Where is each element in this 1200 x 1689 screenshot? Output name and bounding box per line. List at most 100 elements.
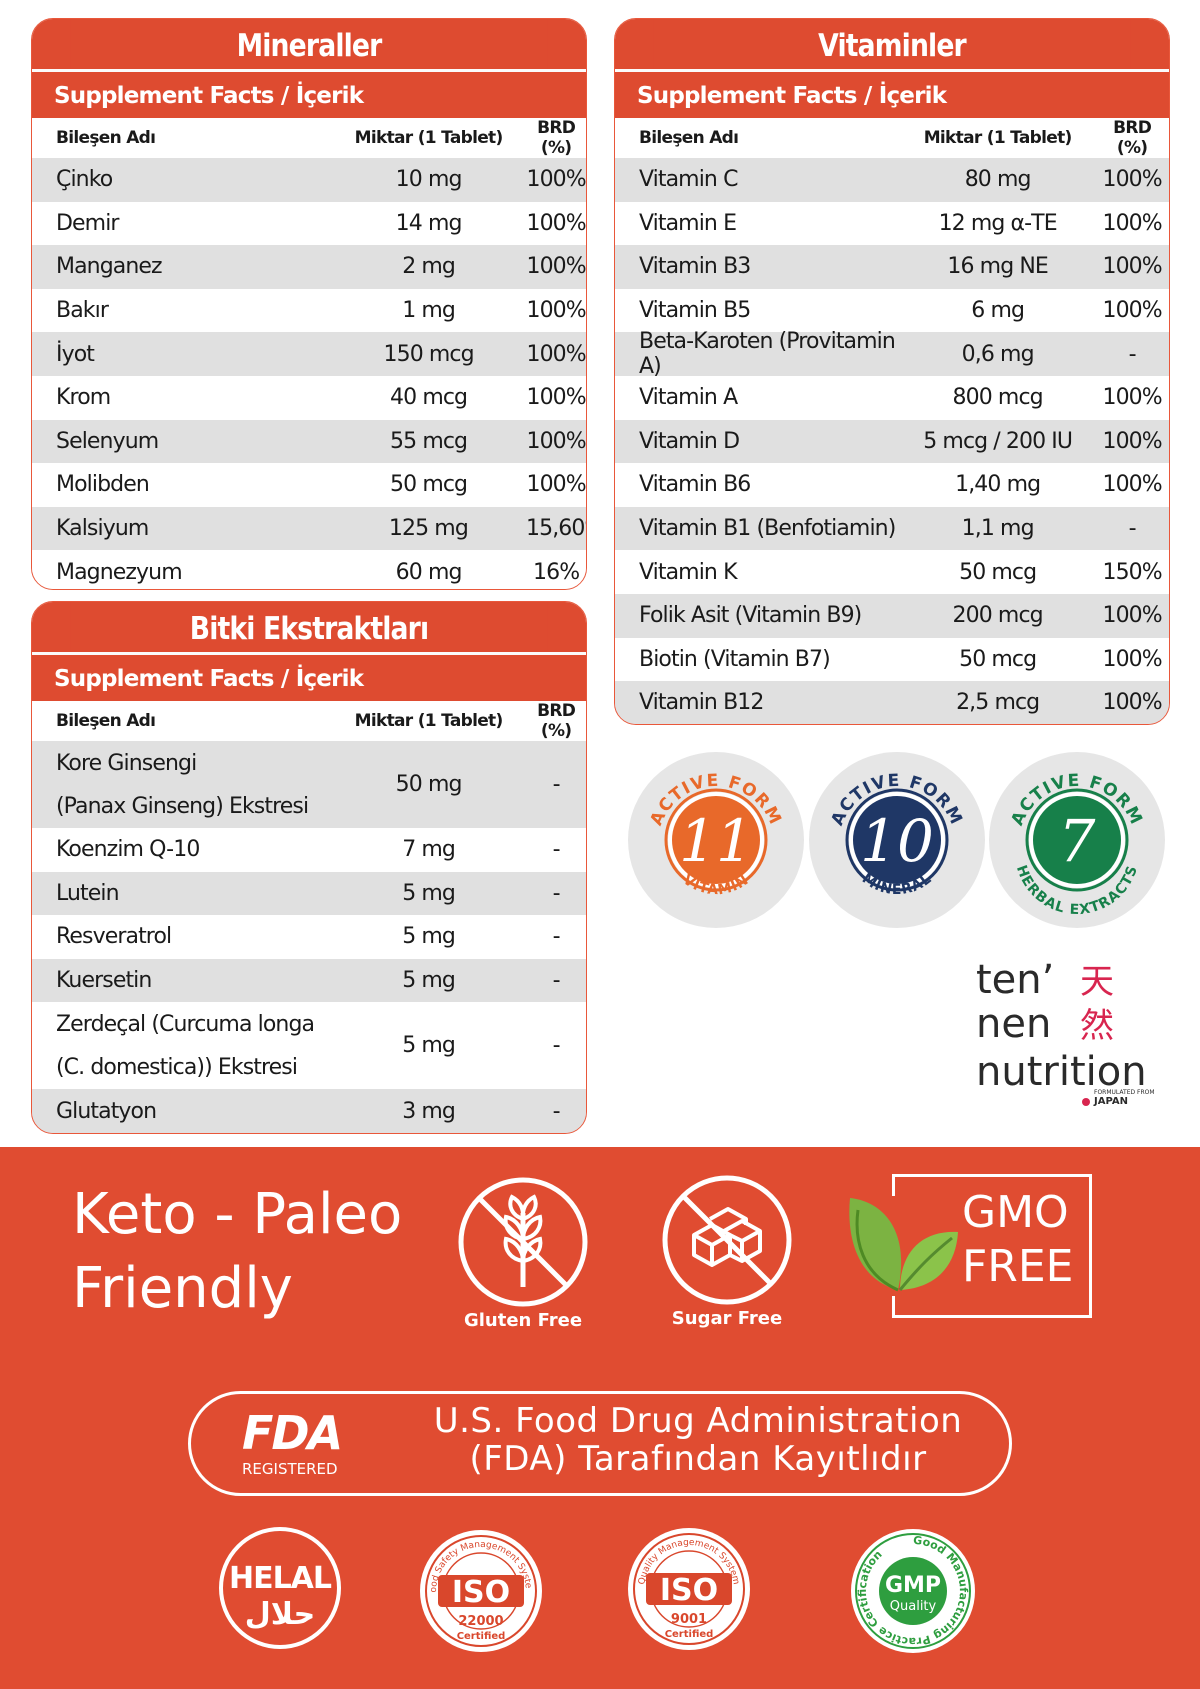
divider: [32, 69, 586, 72]
ingredient-amount: 55 mcg: [390, 428, 468, 454]
ingredient-amount: 80 mg: [964, 167, 1032, 193]
iso1-certified: Certified: [457, 1631, 506, 1642]
ingredient-name: Biotin (Vitamin B7): [639, 646, 831, 672]
gmo-frame-tick: [892, 1174, 895, 1196]
header-brd: BRD (%): [1113, 118, 1152, 158]
gmo-free-text: GMO FREE: [962, 1186, 1073, 1294]
ingredient-brd: 15,60%: [526, 516, 586, 542]
ingredient-brd: 100%: [1102, 603, 1162, 629]
ingredient-name: Kuersetin: [32, 968, 331, 993]
brand-line1: ten’: [976, 957, 1055, 1003]
ingredient-name: Magnezyum: [56, 559, 183, 585]
ingredient-amount: 6 mg: [971, 298, 1025, 324]
gluten-free-label: Gluten Free: [463, 1310, 583, 1331]
ingredient-name: Vitamin K: [639, 559, 737, 585]
ingredient-name: Vitamin B12: [639, 690, 764, 716]
sugar-free-icon: [662, 1175, 792, 1305]
ingredient-amount: 50 mg: [395, 772, 463, 797]
ingredient-amount: 50 mcg: [390, 472, 468, 498]
ingredient-name: Vitamin B1 (Benfotiamin): [639, 516, 896, 542]
ingredient-amount: 12 mg α-TE: [938, 210, 1058, 236]
ingredient-name: Vitamin A: [639, 385, 738, 411]
herbal-title: Bitki Ekstraktları: [70, 602, 548, 652]
ingredient-brd: 100%: [526, 298, 586, 324]
ingredient-brd: 100%: [1102, 167, 1162, 193]
japan-dot-icon: [1082, 1098, 1090, 1106]
fda-registration-pill: [188, 1391, 1012, 1496]
ingredient-name-line2: (Panax Ginseng) Ekstresi: [56, 793, 309, 819]
table-row: Manganez 2 mg 100%: [32, 245, 586, 289]
supplement-facts-label: Supplement Facts / İçerik: [32, 72, 586, 118]
gluten-free-icon: [458, 1177, 588, 1307]
ingredient-name: Folik Asit (Vitamin B9): [639, 603, 862, 629]
ingredient-brd: 100%: [1102, 298, 1162, 324]
ingredient-name: Kalsiyum: [56, 516, 149, 542]
ingredient-name: Vitamin B3: [639, 254, 751, 280]
brand-line3: nutrition: [976, 1049, 1147, 1095]
ingredient-brd: 100%: [526, 254, 586, 280]
table-row: Kalsiyum 125 mg 15,60%: [32, 506, 586, 551]
ingredient-name-line1: Koenzim Q-10: [56, 837, 200, 863]
ingredient-brd: 16%: [533, 559, 580, 585]
table-row: Kore Ginsengi (Panax Ginseng) Ekstresi 50 …: [32, 741, 586, 828]
badge-number: 11: [679, 807, 753, 875]
table-row: Koenzim Q-10 7 mg -: [32, 828, 586, 872]
vitamins-panel: Vitaminler Supplement Facts / İçerik Bil…: [614, 18, 1170, 725]
table-row: Vitamin B1 (Benfotiamin) 1,1 mg -: [615, 506, 1169, 551]
badge-number: 7: [1059, 807, 1096, 875]
ingredient-name: Lutein: [32, 881, 331, 906]
gmp-quality-label: Quality: [890, 1599, 937, 1614]
ingredient-brd: -: [552, 837, 561, 863]
ingredient-brd: -: [552, 880, 561, 906]
ingredient-brd: 100%: [1102, 472, 1162, 498]
ingredient-name: Krom: [56, 385, 111, 411]
ingredient-amount: 200 mcg: [952, 603, 1044, 629]
helal-certification-icon: HELAL حلال: [219, 1527, 341, 1649]
table-row: Biotin (Vitamin B7) 50 mcg 100%: [615, 637, 1169, 682]
table-row: Selenyum 55 mcg 100%: [32, 419, 586, 464]
table-row: Vitamin B12 2,5 mcg 100%: [615, 681, 1169, 724]
ingredient-name: Bakır: [56, 298, 109, 324]
divider: [615, 69, 1169, 72]
table-row: Molibden 50 mcg 100%: [32, 463, 586, 507]
ingredient-amount: 50 mcg: [959, 646, 1037, 672]
ingredient-name: Kore Ginsengi (Panax Ginseng) Ekstresi: [32, 742, 331, 828]
ingredient-amount: 1,40 mg: [955, 472, 1041, 498]
table-row: Çinko 10 mg 100%: [32, 158, 586, 202]
gmo-frame-tick: [892, 1296, 895, 1318]
table-row: Vitamin B3 16 mg NE 100%: [615, 245, 1169, 289]
ingredient-name-line1: Kuersetin: [56, 968, 152, 994]
gmo-line1: GMO: [962, 1187, 1069, 1238]
ingredient-name-line1: Glutatyon: [56, 1098, 157, 1124]
iso2-label: ISO: [660, 1573, 718, 1608]
ingredient-amount: 40 mcg: [390, 385, 468, 411]
ingredient-amount: 2 mg: [402, 254, 456, 280]
table-row: Folik Asit (Vitamin B9) 200 mcg 100%: [615, 593, 1169, 638]
divider: [32, 652, 586, 655]
ingredient-name: Glutatyon: [32, 1099, 331, 1124]
fda-line1: U.S. Food Drug Administration: [433, 1401, 963, 1441]
ingredient-amount: 5 mg: [402, 880, 456, 906]
ingredient-name: Beta-Karoten (Provitamin A): [639, 329, 896, 380]
table-row: Demir 14 mg 100%: [32, 201, 586, 246]
ingredient-name: Vitamin B5: [639, 298, 751, 324]
table-row: Glutatyon 3 mg -: [32, 1089, 586, 1133]
fda-statement: U.S. Food Drug Administration (FDA) Tara…: [418, 1402, 978, 1478]
table-row: Beta-Karoten (Provitamin A) 0,6 mg -: [615, 329, 1169, 380]
ingredient-name: Koenzim Q-10: [32, 837, 331, 862]
ingredient-name: Selenyum: [56, 428, 159, 454]
table-row: Magnezyum 60 mg 16%: [32, 550, 586, 589]
keto-line1: Keto - Paleo: [72, 1182, 403, 1247]
table-row: Vitamin E 12 mg α-TE 100%: [615, 201, 1169, 246]
ingredient-brd: 100%: [1102, 254, 1162, 280]
minerals-title: Mineraller: [70, 19, 548, 69]
header-name: Bileşen Adı: [56, 711, 156, 731]
header-amount: Miktar (1 Tablet): [354, 711, 504, 731]
ingredient-amount: 2,5 mcg: [956, 690, 1040, 716]
ingredient-brd: -: [552, 772, 561, 797]
ingredient-name-line2: (C. domestica)) Ekstresi: [56, 1054, 298, 1080]
ingredient-brd: 100%: [526, 385, 586, 411]
supplement-facts-label: Supplement Facts / İçerik: [615, 72, 1169, 118]
gmo-free-frame: [892, 1174, 1092, 1318]
ingredient-name: Molibden: [56, 472, 150, 498]
